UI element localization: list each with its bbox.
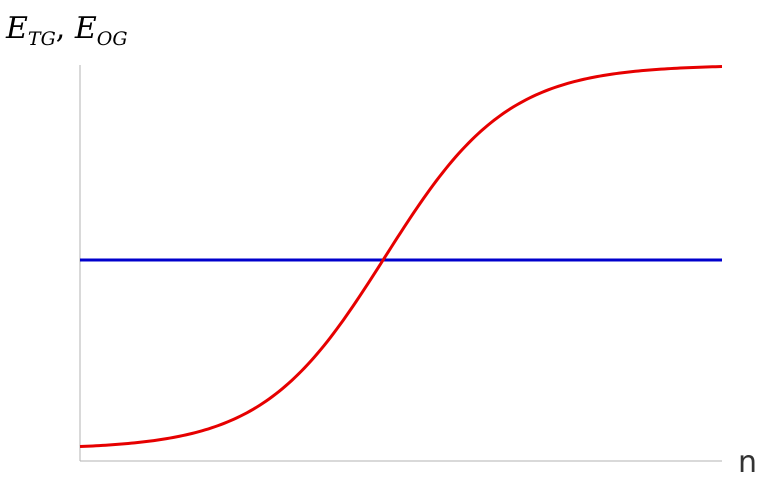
y-label-e2: E	[74, 11, 97, 46]
y-label-sub2: OG	[97, 28, 128, 50]
series-line-red-sigmoid	[79, 65, 723, 449]
y-label-sub1: TG	[28, 28, 56, 50]
y-axis-label: ETG, EOG	[5, 11, 128, 50]
svg-text:ETG, EOG: ETG, EOG	[5, 11, 128, 50]
y-label-sep: ,	[56, 11, 75, 46]
series-layer	[79, 65, 723, 449]
x-axis-label: n	[738, 445, 757, 480]
y-label-e1: E	[5, 11, 28, 46]
